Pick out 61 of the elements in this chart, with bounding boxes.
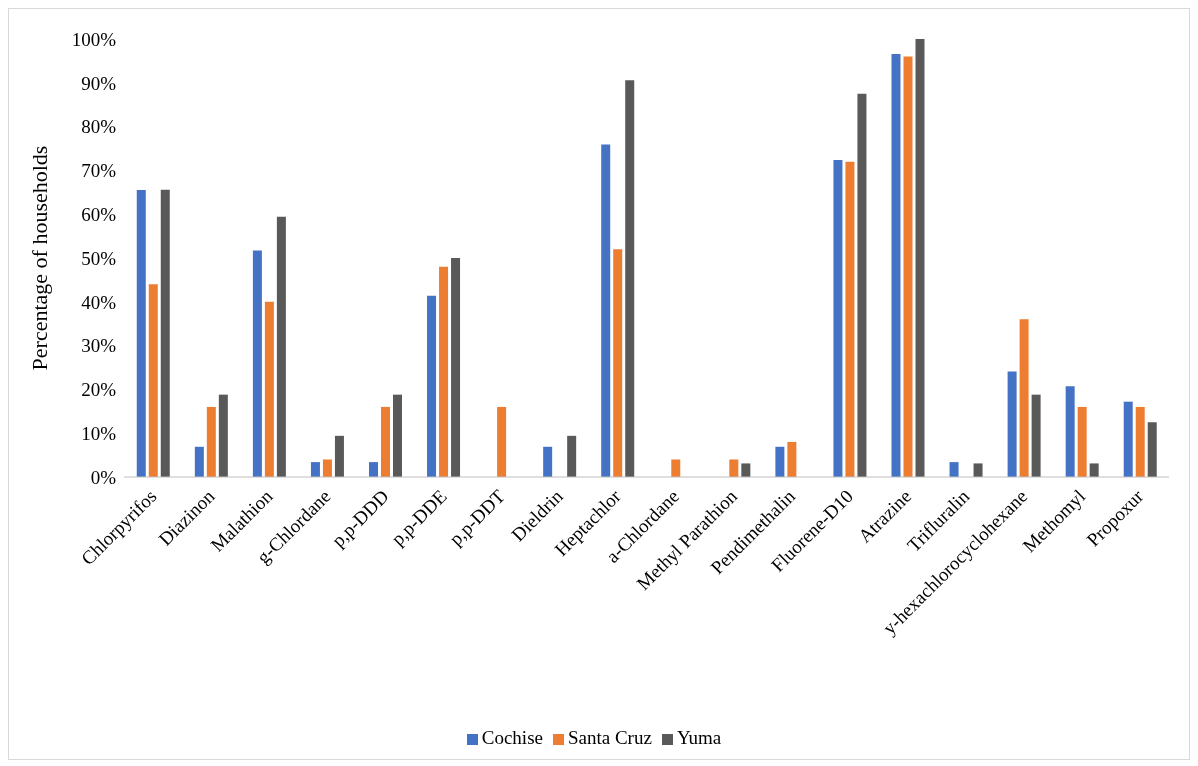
bar [427,295,437,477]
bar [1147,422,1157,477]
bar [833,159,843,477]
bar [1123,401,1133,477]
bar [891,53,901,477]
bar [973,463,983,477]
y-tick-label: 80% [81,116,117,138]
y-tick-label: 90% [81,72,117,94]
bar [1065,386,1075,477]
bar [264,301,274,477]
bar [787,441,797,477]
bar [903,56,913,477]
y-tick-label: 30% [81,335,117,357]
bar [949,462,959,477]
bar [625,80,635,477]
y-tick-label: 20% [81,379,117,401]
bar [1077,406,1087,477]
bar [380,406,390,477]
bar [1135,406,1145,477]
bar [567,435,577,477]
y-tick-label: 50% [81,247,117,269]
bar [857,93,867,477]
y-tick-label: 70% [81,160,117,182]
y-tick-label: 0% [90,466,117,488]
y-tick-label: 10% [81,422,117,444]
bar [1019,319,1029,477]
bar [439,266,449,477]
bar [601,144,611,477]
y-tick-label: 100% [71,28,117,50]
bar [218,394,228,477]
bar [334,435,344,477]
bar [252,250,262,477]
bar [1031,394,1041,477]
bar [845,161,855,477]
y-tick-label: 40% [81,291,117,313]
bar [1007,371,1017,477]
bar [310,462,320,477]
bar [392,394,402,477]
bar [671,459,681,477]
y-tick-label: 60% [81,203,117,225]
bar [613,249,623,477]
legend-label: Cochise [481,727,543,748]
bar [148,284,158,477]
bar [194,446,204,477]
bar [160,189,170,477]
bar [322,459,332,477]
bar [775,446,785,477]
legend-label: Yuma [676,727,722,748]
bar [497,406,507,477]
bar [451,258,461,477]
bar [206,406,216,477]
bar [543,446,553,477]
bar [729,459,739,477]
bar [1089,463,1099,477]
bar [741,463,751,477]
legend-label: Santa Cruz [567,727,652,748]
y-axis-title: Percentage of households [26,145,52,371]
bar [915,39,925,477]
bar [368,462,378,477]
bar [276,216,286,477]
bar [136,190,146,477]
